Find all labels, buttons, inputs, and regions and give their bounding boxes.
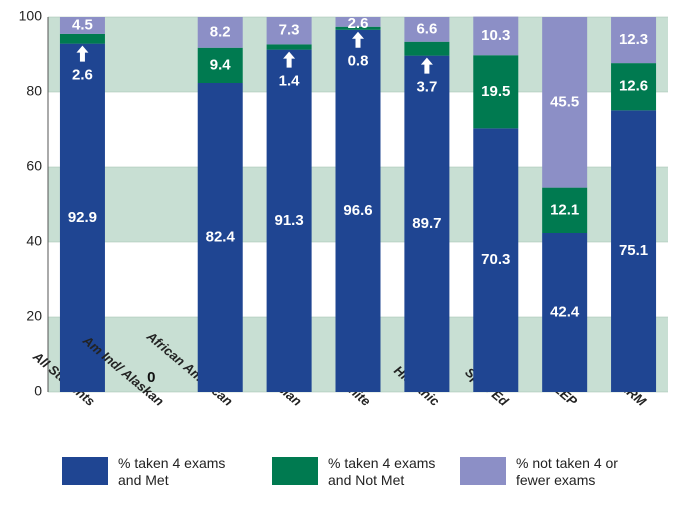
data-label: 91.3 bbox=[275, 212, 304, 229]
data-label: 12.3 bbox=[619, 31, 648, 48]
bar-segment bbox=[266, 49, 312, 392]
legend-item: % not taken 4 or fewer exams bbox=[460, 455, 646, 489]
bar-segment bbox=[611, 110, 657, 392]
data-label: 2.6 bbox=[72, 67, 93, 84]
arrow bbox=[283, 51, 296, 68]
bar-segment bbox=[542, 17, 588, 188]
data-label: 8.2 bbox=[210, 23, 231, 40]
y-tick-label: 20 bbox=[26, 308, 42, 324]
bar-segment bbox=[404, 17, 450, 42]
data-label: 45.5 bbox=[550, 93, 579, 110]
arrow bbox=[352, 31, 364, 48]
data-label: 70.3 bbox=[481, 251, 510, 268]
bar-segment bbox=[335, 17, 381, 27]
y-tick-label: 60 bbox=[26, 158, 42, 174]
legend-label: % not taken 4 or fewer exams bbox=[516, 455, 618, 488]
bar-segment bbox=[611, 63, 657, 111]
data-label: 19.5 bbox=[481, 83, 510, 100]
data-label: 6.6 bbox=[416, 20, 437, 37]
bar-segment bbox=[404, 41, 450, 56]
bar-segment bbox=[197, 83, 243, 392]
bar-segment bbox=[197, 17, 243, 48]
data-label: 10.3 bbox=[481, 27, 510, 44]
bar-segment bbox=[59, 43, 105, 392]
data-label: 12.1 bbox=[550, 201, 579, 218]
legend-label: % taken 4 exams and Not Met bbox=[328, 455, 436, 488]
legend-swatch bbox=[272, 457, 318, 485]
arrow bbox=[76, 45, 89, 62]
bar-segment bbox=[542, 187, 588, 233]
data-label: 42.4 bbox=[550, 303, 580, 320]
y-tick-label: 80 bbox=[26, 83, 42, 99]
bar-segment bbox=[473, 55, 519, 129]
data-label: 1.4 bbox=[279, 73, 301, 90]
data-label: 4.5 bbox=[72, 16, 93, 33]
data-label: 0 bbox=[147, 369, 155, 386]
bar-segment bbox=[473, 128, 519, 392]
data-label: 92.9 bbox=[68, 209, 97, 226]
data-label: 96.6 bbox=[343, 202, 372, 219]
bar-segment bbox=[59, 17, 105, 34]
y-tick-label: 40 bbox=[26, 233, 42, 249]
bar-segment bbox=[266, 17, 312, 45]
legend-swatch bbox=[62, 457, 108, 485]
bar-segment bbox=[404, 55, 450, 392]
bar-segment bbox=[266, 44, 312, 50]
data-label: 75.1 bbox=[619, 242, 648, 259]
bar-segment bbox=[335, 26, 381, 30]
bar-segment bbox=[542, 233, 588, 392]
data-label: 82.4 bbox=[206, 228, 236, 245]
data-label: 0.8 bbox=[348, 53, 369, 70]
legend: % taken 4 exams and Met % taken 4 exams a… bbox=[0, 455, 679, 515]
bar-segment bbox=[473, 16, 519, 56]
legend-label: % taken 4 exams and Met bbox=[118, 455, 226, 488]
y-tick-label: 0 bbox=[34, 383, 42, 399]
arrow bbox=[420, 57, 433, 74]
data-label: 89.7 bbox=[412, 215, 441, 232]
bar-segment bbox=[59, 33, 105, 44]
bar-segment bbox=[197, 47, 243, 83]
legend-swatch bbox=[460, 457, 506, 485]
legend-item: % taken 4 exams and Not Met bbox=[272, 455, 458, 489]
data-label: 7.3 bbox=[279, 22, 300, 39]
bar-segment bbox=[611, 17, 657, 64]
bar-segment bbox=[335, 29, 381, 392]
data-label: 9.4 bbox=[210, 56, 232, 73]
data-label: 3.7 bbox=[416, 79, 437, 96]
data-label: 12.6 bbox=[619, 78, 648, 95]
y-tick-label: 100 bbox=[19, 8, 43, 24]
legend-item: % taken 4 exams and Met bbox=[62, 455, 248, 489]
data-label: 2.6 bbox=[348, 15, 369, 32]
